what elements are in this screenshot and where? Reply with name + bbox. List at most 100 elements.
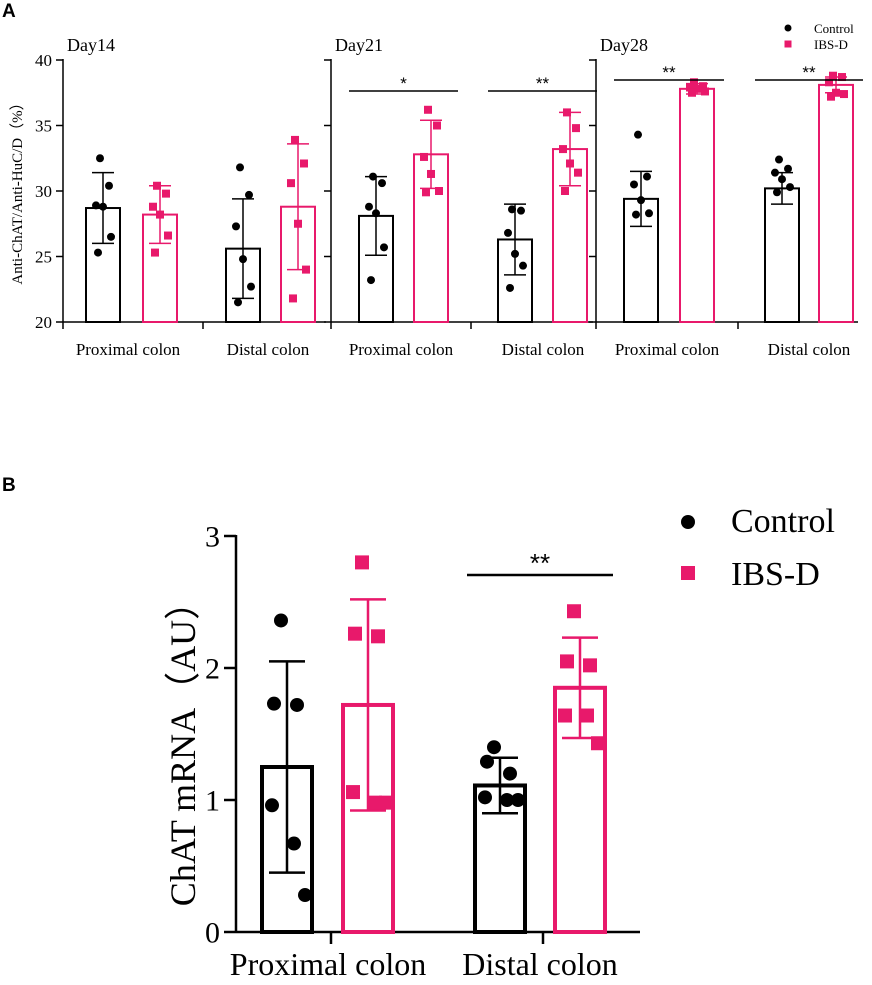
- panel-a-data-point: [775, 155, 783, 164]
- panel-a-category-label: Distal colon: [227, 340, 310, 359]
- panel-a-y-tick-label: 30: [35, 182, 52, 201]
- panel-a-data-point: [99, 202, 107, 211]
- panel-a-data-point: [827, 92, 835, 101]
- panel-a-data-point: [784, 164, 792, 173]
- panel-a-category-label: Distal colon: [502, 340, 585, 359]
- panel-a-data-point: [149, 202, 157, 211]
- panel-a-data-point: [645, 209, 653, 218]
- panel-b-y-tick-label: 0: [205, 917, 220, 950]
- panel-a-data-point: [289, 294, 297, 303]
- panel-b-data-point: [591, 736, 605, 751]
- panel-a-data-point: [630, 180, 638, 189]
- panel-a-data-point: [519, 261, 527, 270]
- panel-a-data-point: [247, 282, 255, 291]
- panel-a-y-tick-label: 40: [35, 51, 52, 70]
- panel-b-y-tick-label: 2: [205, 653, 220, 686]
- panel-a-data-point: [566, 159, 574, 168]
- panel-b-data-point: [560, 654, 574, 669]
- panel-a-data-point: [420, 152, 428, 161]
- panel-a-data-point: [300, 159, 308, 168]
- panel-a-data-point: [643, 172, 651, 181]
- panel-b-data-point: [478, 790, 492, 805]
- panel-a-data-point: [232, 222, 240, 231]
- legend-marker-ibs-d: [681, 566, 695, 580]
- panel-a-data-point: [825, 78, 833, 87]
- panel-b-chart: ChAT mRNA（AU）0 1 2 3 Proximal colon Distal co…: [163, 503, 835, 982]
- panel-b-data-point: [500, 793, 514, 807]
- panel-b-data-point: [567, 604, 581, 619]
- panel-a-subplot-day28: Day28 Proximal colon ** Distal colon **: [589, 35, 863, 359]
- panel-a-y-tick-label: 25: [35, 247, 52, 266]
- panel-b-data-point: [348, 626, 362, 641]
- legend-label-ibs-d: IBS-D: [814, 37, 848, 52]
- panel-a-significance-label: **: [662, 63, 676, 82]
- panel-b-category-label: Distal colon: [462, 946, 618, 982]
- panel-a-data-point: [291, 135, 299, 144]
- panel-a-data-point: [156, 210, 164, 219]
- panel-a-category-label: Proximal colon: [615, 340, 720, 359]
- panel-a-data-point: [372, 209, 380, 218]
- panel-a-chart: Anti-ChAT/Anti-HuC/D（%） 20 25 30 35 40 Day14 Pr…: [9, 21, 863, 359]
- panel-label-b: B: [2, 475, 16, 496]
- panel-b-data-point: [287, 836, 301, 851]
- panel-b-data-point: [355, 555, 369, 570]
- panel-a-data-point: [506, 283, 514, 292]
- panel-b-data-point: [480, 754, 494, 769]
- panel-a-data-point: [690, 78, 698, 87]
- panel-b-y-axis-title: ChAT mRNA（AU）: [163, 584, 203, 906]
- panel-a-data-point: [433, 121, 441, 130]
- panel-b-data-point: [503, 766, 517, 781]
- panel-a-data-point: [107, 232, 115, 241]
- panel-b-data-point: [267, 696, 281, 711]
- legend-label-control: Control: [731, 503, 835, 540]
- panel-a-bar: [818, 83, 854, 323]
- panel-b-data-point: [298, 888, 312, 903]
- panel-a-data-point: [162, 189, 170, 198]
- panel-a-bar: [764, 187, 800, 323]
- panel-a-data-point: [151, 248, 159, 257]
- legend-marker-ibs-d: [784, 40, 792, 48]
- panel-a-data-point: [829, 71, 837, 80]
- panel-a-data-point: [559, 145, 567, 154]
- panel-a-data-point: [634, 130, 642, 139]
- panel-a-data-point: [234, 298, 242, 307]
- legend-label-ibs-d: IBS-D: [731, 556, 820, 593]
- panel-a-title: Day14: [67, 35, 115, 55]
- panel-a-data-point: [517, 206, 525, 215]
- panel-a-data-point: [832, 88, 840, 97]
- panel-a-category-label: Proximal colon: [349, 340, 454, 359]
- panel-a-category-label: Proximal colon: [76, 340, 181, 359]
- panel-b-data-point: [274, 613, 288, 628]
- panel-a-data-point: [572, 124, 580, 133]
- panel-a-data-point: [92, 201, 100, 210]
- panel-b-y-tick-label: 3: [205, 521, 220, 554]
- legend-marker-control: [681, 515, 695, 529]
- panel-a-data-point: [94, 248, 102, 257]
- panel-a-data-point: [504, 228, 512, 237]
- panel-label-a: A: [2, 1, 16, 22]
- panel-b-category-label: Proximal colon: [230, 946, 426, 982]
- panel-a-y-axis-title: Anti-ChAT/Anti-HuC/D（%）: [9, 95, 26, 284]
- panel-a-title: Day28: [600, 35, 648, 55]
- panel-a-significance-label: **: [536, 74, 550, 93]
- panel-a-data-point: [105, 181, 113, 190]
- panel-a-data-point: [632, 210, 640, 219]
- panel-b-data-point: [265, 798, 279, 813]
- panel-a-data-point: [153, 181, 161, 190]
- panel-a-data-point: [773, 188, 781, 197]
- panel-a-data-point: [96, 154, 104, 163]
- panel-a-data-point: [245, 190, 253, 199]
- panel-a-bar: [679, 87, 715, 323]
- panel-a-category-label: Distal colon: [768, 340, 851, 359]
- panel-b-significance-label: **: [530, 548, 550, 578]
- panel-a-significance-label: *: [400, 74, 407, 93]
- panel-a-data-point: [637, 196, 645, 205]
- panel-b-data-point: [511, 793, 525, 807]
- panel-b-data-point: [290, 697, 304, 712]
- panel-b-y-tick-label: 1: [205, 785, 220, 818]
- panel-a-data-point: [164, 231, 172, 240]
- legend-label-control: Control: [814, 21, 854, 36]
- legend-marker-control: [784, 24, 792, 32]
- panel-b-data-point: [346, 785, 360, 800]
